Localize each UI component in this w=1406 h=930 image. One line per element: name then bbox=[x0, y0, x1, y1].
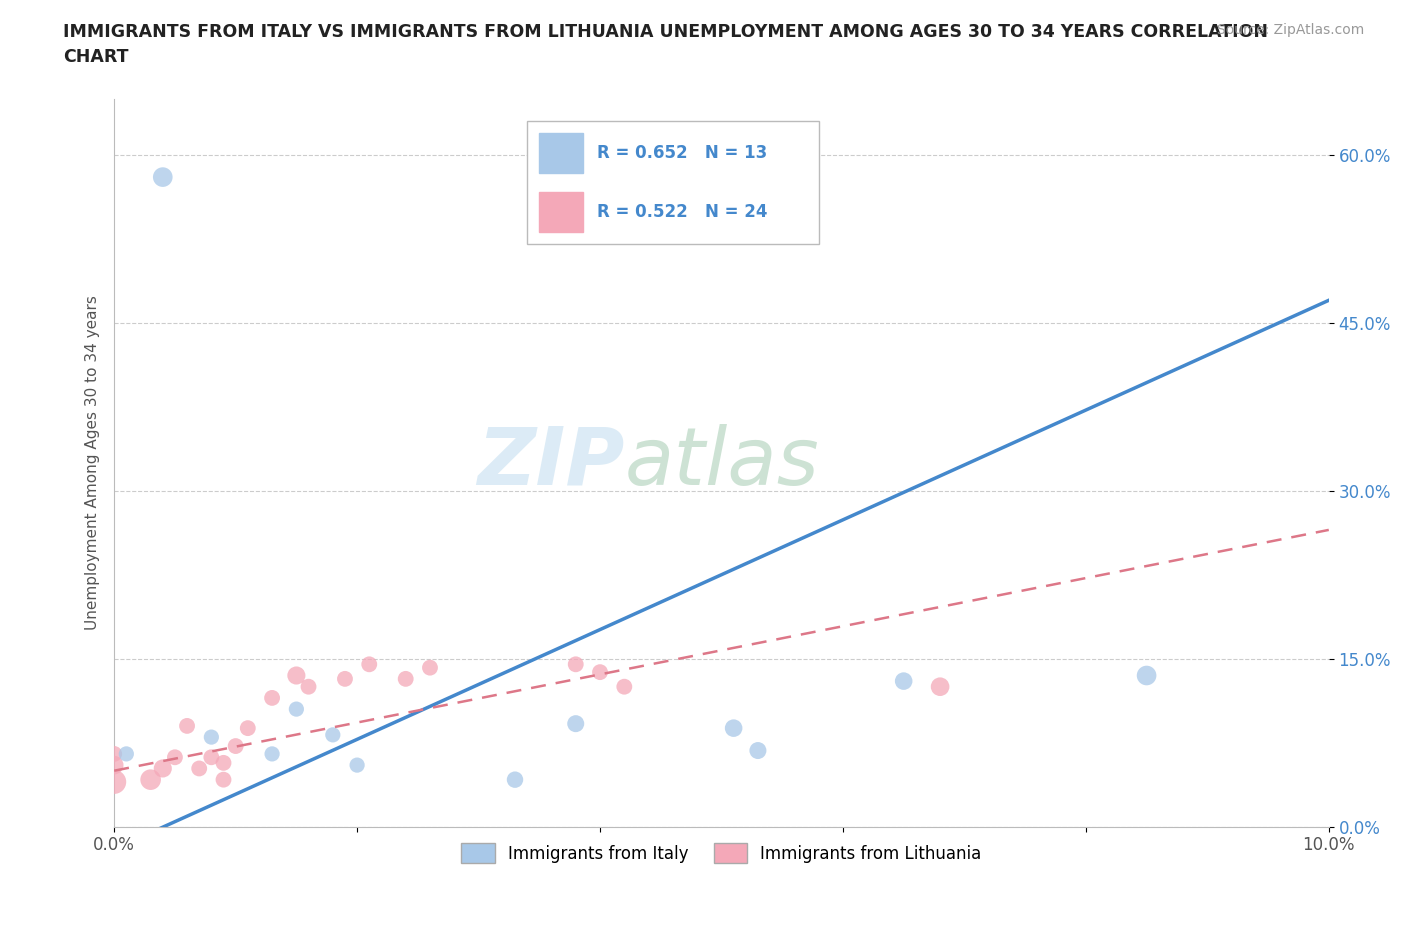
Point bbox=[589, 665, 612, 680]
Point bbox=[139, 772, 162, 787]
Text: Source: ZipAtlas.com: Source: ZipAtlas.com bbox=[1216, 23, 1364, 37]
Y-axis label: Unemployment Among Ages 30 to 34 years: Unemployment Among Ages 30 to 34 years bbox=[86, 295, 100, 631]
Point bbox=[200, 750, 222, 764]
Point bbox=[929, 679, 952, 694]
Point bbox=[893, 673, 915, 688]
Point bbox=[212, 755, 235, 770]
Text: IMMIGRANTS FROM ITALY VS IMMIGRANTS FROM LITHUANIA UNEMPLOYMENT AMONG AGES 30 TO: IMMIGRANTS FROM ITALY VS IMMIGRANTS FROM… bbox=[63, 23, 1268, 66]
Point bbox=[236, 721, 259, 736]
Point bbox=[103, 775, 125, 790]
Point bbox=[564, 716, 586, 731]
Point bbox=[503, 772, 526, 787]
Point bbox=[225, 738, 247, 753]
Point bbox=[285, 701, 308, 716]
Point bbox=[103, 747, 125, 762]
Point bbox=[152, 169, 174, 184]
Text: ZIP: ZIP bbox=[477, 424, 624, 501]
Point bbox=[262, 690, 284, 705]
Point bbox=[419, 660, 441, 675]
Point bbox=[359, 657, 381, 671]
Point bbox=[564, 657, 586, 671]
Point bbox=[152, 761, 174, 776]
Point bbox=[200, 730, 222, 745]
Point bbox=[613, 679, 636, 694]
Point bbox=[285, 668, 308, 683]
Point bbox=[395, 671, 418, 686]
Point bbox=[322, 727, 344, 742]
Legend: Immigrants from Italy, Immigrants from Lithuania: Immigrants from Italy, Immigrants from L… bbox=[454, 837, 988, 870]
Point bbox=[747, 743, 769, 758]
Point bbox=[346, 758, 368, 773]
Point bbox=[333, 671, 356, 686]
Point bbox=[262, 747, 284, 762]
Point bbox=[297, 679, 319, 694]
Text: atlas: atlas bbox=[624, 424, 820, 501]
Point bbox=[176, 719, 198, 734]
Point bbox=[1135, 668, 1157, 683]
Point bbox=[188, 761, 211, 776]
Point bbox=[115, 747, 138, 762]
Point bbox=[212, 772, 235, 787]
Point bbox=[103, 758, 125, 773]
Point bbox=[163, 750, 186, 764]
Point bbox=[723, 721, 745, 736]
